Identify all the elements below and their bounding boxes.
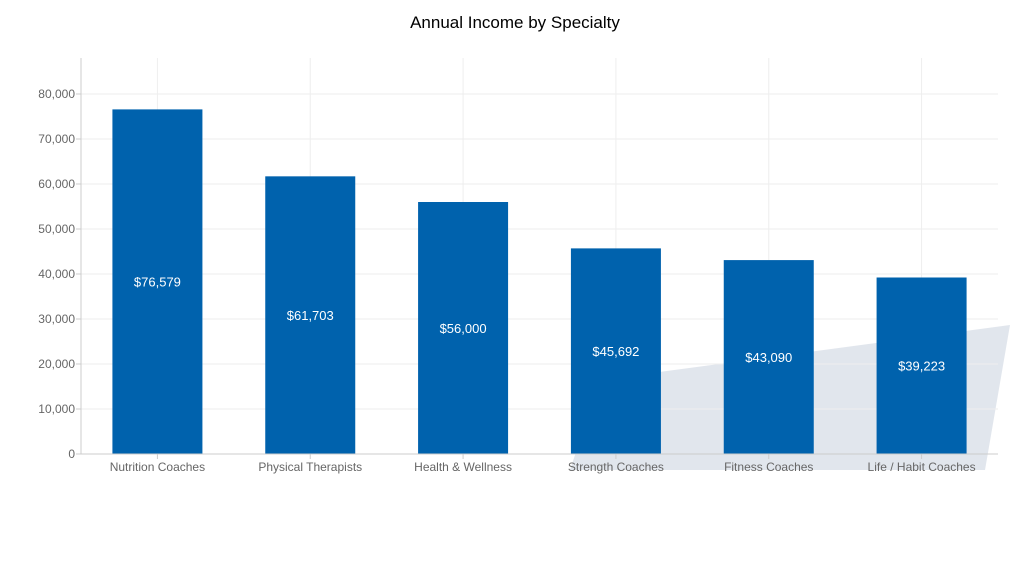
data-label: $45,692 bbox=[592, 344, 639, 359]
y-tick-label: 30,000 bbox=[38, 312, 75, 326]
bar bbox=[265, 176, 356, 455]
x-tick-label: Life / Habit Coaches bbox=[868, 460, 976, 474]
y-tick-label: 60,000 bbox=[38, 177, 75, 191]
y-tick-label: 20,000 bbox=[38, 357, 75, 371]
x-tick-label: Health & Wellness bbox=[414, 460, 512, 474]
bar bbox=[570, 248, 661, 454]
y-tick-label: 40,000 bbox=[38, 267, 75, 281]
y-tick-label: 0 bbox=[68, 447, 75, 461]
y-tick-label: 10,000 bbox=[38, 402, 75, 416]
x-tick-label: Fitness Coaches bbox=[724, 460, 813, 474]
bar bbox=[876, 277, 967, 454]
y-tick-label: 50,000 bbox=[38, 222, 75, 236]
y-tick-label: 80,000 bbox=[38, 87, 75, 101]
data-label: $56,000 bbox=[440, 321, 487, 336]
data-label: $76,579 bbox=[134, 275, 181, 290]
x-tick-label: Nutrition Coaches bbox=[110, 460, 205, 474]
x-tick-label: Strength Coaches bbox=[568, 460, 664, 474]
y-tick-label: 70,000 bbox=[38, 132, 75, 146]
data-label: $43,090 bbox=[745, 350, 792, 365]
bar bbox=[112, 109, 203, 454]
chart-title: Annual Income by Specialty bbox=[410, 13, 620, 32]
bar bbox=[723, 260, 814, 454]
x-tick-label: Physical Therapists bbox=[258, 460, 362, 474]
data-label: $39,223 bbox=[898, 359, 945, 374]
bar bbox=[418, 202, 509, 454]
data-label: $61,703 bbox=[287, 308, 334, 323]
